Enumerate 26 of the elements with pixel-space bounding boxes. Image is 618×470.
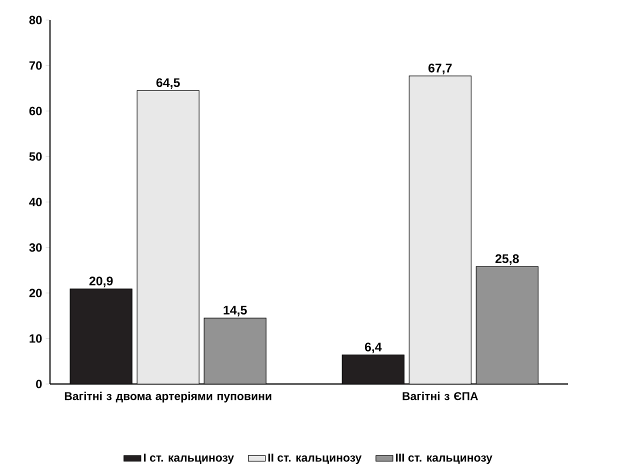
y-tick-label: 10 xyxy=(30,334,42,343)
x-tick-label: Вагітні з двома артеріями пуповини xyxy=(64,392,272,402)
y-tick-label: 0 xyxy=(36,380,42,388)
bar xyxy=(476,266,538,384)
data-label: 25,8 xyxy=(495,254,519,265)
legend-label: III ст. кальцинозу xyxy=(396,454,492,464)
data-label: 67,7 xyxy=(428,64,452,74)
legend-label: I ст. кальцинозу xyxy=(144,454,234,464)
y-tick-label: 60 xyxy=(29,106,42,116)
bar xyxy=(408,76,472,384)
y-tick-label: 30 xyxy=(29,243,42,252)
y-tick-label: 20 xyxy=(29,288,42,298)
bar xyxy=(136,90,200,384)
y-tick-label: 70 xyxy=(29,61,42,70)
x-tick-label: Вагітні з ЄПА xyxy=(402,392,478,400)
y-tick-label: 80 xyxy=(29,16,42,24)
data-label: 64,5 xyxy=(156,78,180,89)
legend-label: II ст. кальцинозу xyxy=(268,454,362,464)
y-tick-label: 50 xyxy=(29,152,42,161)
bar xyxy=(204,318,266,384)
data-label: 14,5 xyxy=(224,306,247,316)
data-label: 20,9 xyxy=(89,276,113,288)
bar xyxy=(342,354,404,384)
bar xyxy=(70,288,132,384)
y-tick-label: 40 xyxy=(29,198,42,206)
data-label: 6,4 xyxy=(364,342,382,354)
